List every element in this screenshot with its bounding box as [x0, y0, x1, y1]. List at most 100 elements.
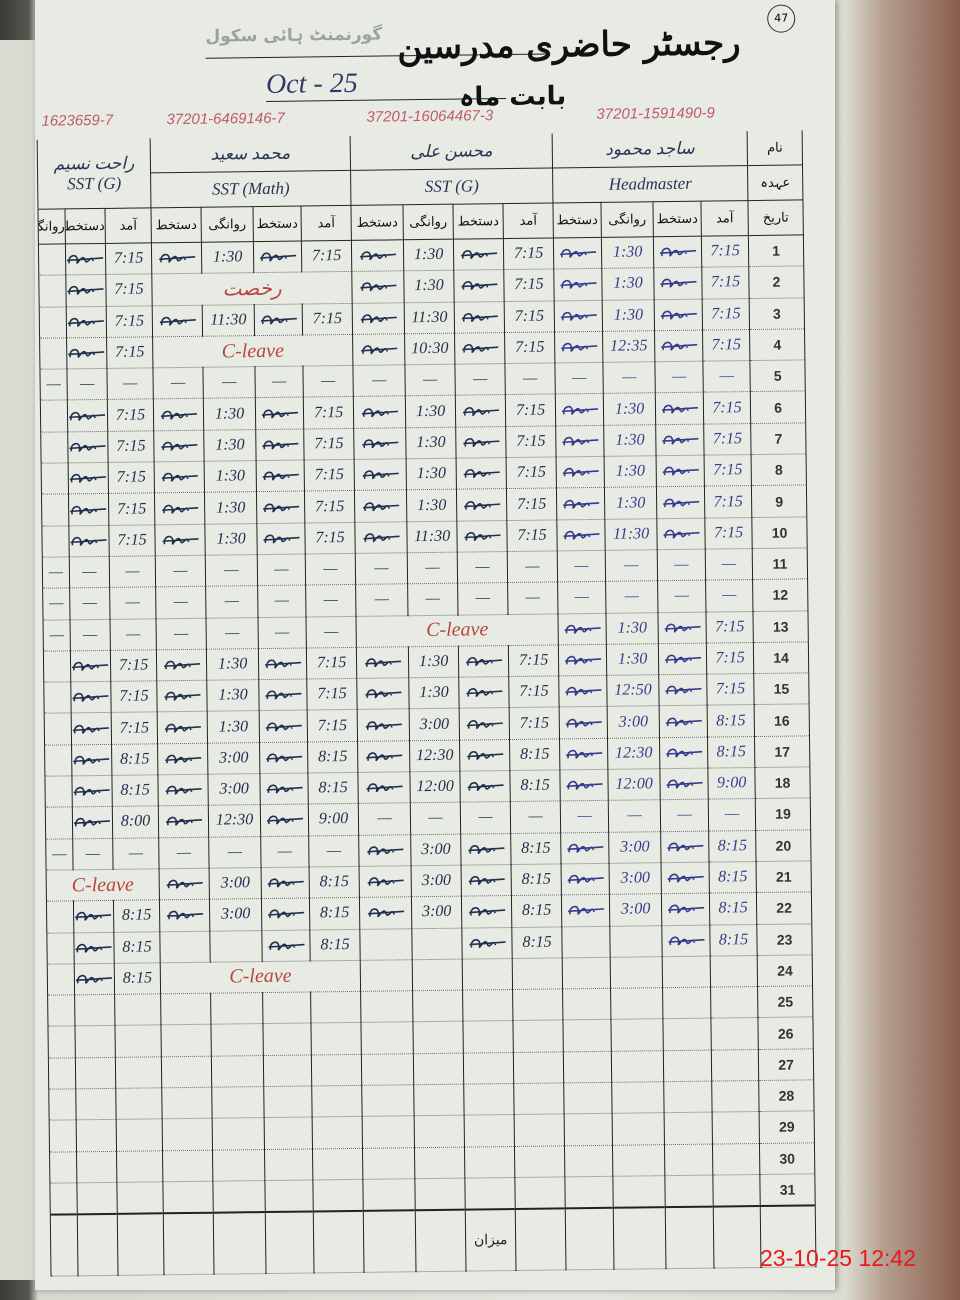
date-cell: 13 — [753, 610, 809, 643]
departure-time — [46, 901, 74, 933]
arrival-time — [116, 1181, 164, 1215]
arrival-time: 7:15 — [704, 454, 752, 487]
attendance-row: 1 7:15 1:30 7:15 1:30 7:15 1:30 7:15 — [38, 234, 804, 276]
arrival-time: — — [305, 584, 357, 617]
signature-mark — [462, 989, 514, 1022]
signature-mark — [162, 1181, 214, 1214]
signature-mark: — — [457, 582, 509, 615]
signature-mark: — — [352, 364, 406, 397]
departure-time — [611, 1050, 664, 1083]
departure-time — [612, 1175, 666, 1209]
arrival-time: 7:15 — [108, 461, 155, 494]
signature-mark — [462, 958, 513, 991]
date-cell: 14 — [753, 641, 809, 674]
arrival-time: — — [106, 368, 154, 400]
arrival-time: 7:15 — [704, 517, 753, 550]
signature-mark — [67, 431, 109, 463]
signature-mark — [152, 304, 203, 337]
departure-time: 1:30 — [604, 487, 657, 520]
departure-time — [49, 1120, 77, 1152]
arrival-time: 7:15 — [303, 396, 354, 429]
arrival-time: 7:15 — [503, 269, 555, 302]
arrival-time: 8:15 — [307, 772, 359, 805]
designation-label: عہدہ — [747, 164, 804, 201]
signature-mark — [255, 397, 304, 430]
signature-mark — [362, 1116, 415, 1148]
departure-time: 1:30 — [603, 393, 656, 426]
arrival-time: 7:15 — [306, 647, 357, 680]
signature-mark — [456, 488, 507, 521]
departure-time: 11:30 — [202, 304, 255, 337]
signature-mark — [71, 744, 112, 776]
departure-time: — — [42, 588, 71, 620]
signature-mark: — — [66, 368, 108, 401]
signature-mark — [68, 525, 110, 557]
arrival-time: 7:15 — [303, 428, 355, 461]
arrival-time: 7:15 — [107, 430, 155, 463]
arrival-time — [115, 1087, 163, 1120]
departure-time: 12:00 — [607, 768, 661, 801]
teacher-t4-header: راحت نسیم SST (G) — [37, 138, 152, 210]
signature-mark: — — [355, 552, 408, 585]
arrival-time: 7:15 — [304, 459, 355, 492]
school-stamp: گورنمنٹ ہائی سکول — [205, 24, 383, 47]
date-cell: 3 — [749, 297, 805, 330]
signature-mark — [464, 1114, 515, 1147]
arrival-time: 8:15 — [111, 774, 159, 807]
signature-mark: — — [156, 617, 207, 650]
signature-mark — [159, 868, 210, 901]
date-cell: 11 — [752, 547, 808, 580]
signature-mark — [658, 642, 707, 675]
departure-time — [47, 1026, 76, 1058]
departure-time: 1:30 — [405, 395, 456, 428]
attendance-row: 15 7:15 12:50 7:15 1:30 7:15 1:30 7:15 — [43, 673, 810, 714]
arrival-time: 7:15 — [702, 298, 750, 331]
arrival-time: 7:15 — [706, 642, 754, 675]
signature-mark — [160, 993, 212, 1026]
arrival-time: — — [702, 360, 751, 393]
signature-mark — [66, 306, 107, 338]
signature-mark: — — [155, 555, 206, 588]
attendance-row: 18 9:00 12:00 8:15 12:00 8:15 3:00 8:15 — [44, 766, 811, 808]
arrival-time — [310, 991, 362, 1024]
leave-note: C-leave — [356, 613, 559, 648]
signature-mark — [555, 425, 605, 458]
signature-mark — [461, 864, 512, 897]
signature-mark — [563, 1082, 613, 1115]
departure-time: 1:30 — [207, 711, 260, 743]
departure-time — [49, 1182, 78, 1215]
departure-time — [46, 932, 75, 965]
signature-mark: — — [460, 801, 511, 834]
cnic-t4: 1623659-7 — [41, 111, 114, 130]
arrival-time — [712, 1143, 760, 1175]
departure-time — [38, 275, 67, 307]
date-cell: 8 — [751, 453, 807, 486]
arrival-time — [512, 989, 564, 1021]
signature-mark — [658, 611, 707, 644]
teacher-name-hm: ساجد محمود — [552, 131, 748, 168]
signature-mark — [66, 337, 107, 370]
date-cell: 15 — [753, 673, 810, 705]
signature-mark — [353, 396, 406, 429]
departure-time — [210, 992, 264, 1025]
signature-mark — [154, 492, 205, 525]
signature-mark — [659, 768, 709, 801]
signature-mark — [553, 237, 602, 270]
signature-mark: — — [654, 361, 704, 394]
arrival-time: — — [504, 363, 556, 396]
arrival-time — [116, 1150, 163, 1183]
signature-mark — [65, 243, 106, 276]
signature-mark — [354, 521, 408, 554]
departure-time — [44, 775, 73, 808]
signature-mark — [459, 707, 510, 740]
signature-mark — [561, 863, 610, 896]
departure-time: 12:30 — [208, 804, 261, 837]
column-header-signature: دستخط — [553, 202, 602, 238]
signature-mark — [662, 987, 712, 1020]
column-header-signature: دستخط — [65, 208, 106, 244]
signature-mark: — — [257, 553, 306, 586]
signature-mark — [459, 770, 511, 803]
arrival-time: — — [705, 579, 754, 612]
attendance-row: 23 8:15 8:15 8:15 8:15 — [46, 923, 813, 965]
departure-time: 1:30 — [408, 646, 459, 678]
